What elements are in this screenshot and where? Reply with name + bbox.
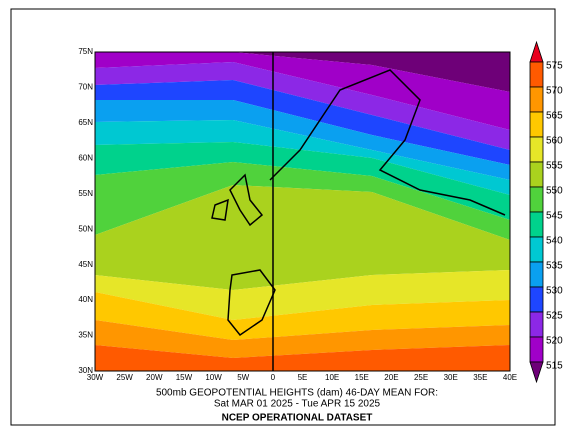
colorbar-label: 565 xyxy=(546,111,563,122)
contour-band xyxy=(95,62,510,150)
lon-label: 20E xyxy=(384,373,398,382)
lat-label: 60N xyxy=(78,153,93,162)
lat-label: 30N xyxy=(78,366,93,375)
lon-label: 25W xyxy=(116,373,133,382)
colorbar-segment xyxy=(529,161,544,188)
colorbar-label: 540 xyxy=(546,236,563,247)
lon-label: 40E xyxy=(503,373,517,382)
contour-band xyxy=(95,270,510,320)
colorbar-segment xyxy=(529,136,544,163)
contour-band xyxy=(95,100,510,180)
lon-label: 25E xyxy=(414,373,428,382)
lon-label: 30E xyxy=(444,373,458,382)
lat-label: 55N xyxy=(78,189,93,198)
contour-fill xyxy=(95,52,510,371)
colorbar-label: 545 xyxy=(546,211,563,222)
lon-label: 10E xyxy=(325,373,339,382)
colorbar-segment xyxy=(529,261,544,288)
colorbar-label: 575 xyxy=(546,61,563,72)
contour-band xyxy=(95,292,510,340)
contour-band xyxy=(95,52,510,130)
colorbar-segment xyxy=(529,111,544,138)
colorbar-label: 525 xyxy=(546,311,563,322)
lon-label: 30W xyxy=(87,373,104,382)
colorbar-arrow xyxy=(529,361,544,384)
lat-label: 50N xyxy=(78,224,93,233)
colorbar-segment xyxy=(529,211,544,238)
contour-band xyxy=(95,320,510,358)
colorbar-segment xyxy=(529,61,544,88)
contour-band xyxy=(95,142,510,220)
colorbar-label: 570 xyxy=(546,86,563,97)
colorbar-label: 530 xyxy=(546,286,563,297)
colorbar-segment xyxy=(529,86,544,113)
lon-label: 35E xyxy=(473,373,487,382)
colorbar-segment xyxy=(529,286,544,313)
lon-label: 10W xyxy=(205,373,222,382)
colorbar-label: 550 xyxy=(546,186,563,197)
contour-band xyxy=(95,80,510,165)
lon-label: 20W xyxy=(146,373,163,382)
colorbar-label: 515 xyxy=(546,361,563,372)
colorbar-segment xyxy=(529,186,544,213)
colorbar-segment xyxy=(529,336,544,363)
contour-band xyxy=(95,162,510,240)
colorbar-segment xyxy=(529,311,544,338)
lat-label: 70N xyxy=(78,83,93,92)
lat-label: 75N xyxy=(78,47,93,56)
lon-label: 5E xyxy=(298,373,308,382)
lat-label: 40N xyxy=(78,295,93,304)
lat-label: 45N xyxy=(78,260,93,269)
land-outline xyxy=(211,69,506,337)
lon-label: 5W xyxy=(237,373,249,382)
lon-label: 15W xyxy=(176,373,193,382)
caption-line: 500mb GEOPOTENTIAL HEIGHTS (dam) 46-DAY … xyxy=(156,388,438,399)
contour-band xyxy=(95,185,510,290)
colorbar-segment xyxy=(529,236,544,263)
colorbar-label: 520 xyxy=(546,336,563,347)
contour-band xyxy=(95,52,510,92)
contour-band xyxy=(95,120,510,195)
caption-line: Sat MAR 01 2025 - Tue APR 15 2025 xyxy=(214,399,381,410)
contour-band xyxy=(95,345,510,371)
map-border xyxy=(94,51,511,372)
lon-label: 0 xyxy=(271,373,276,382)
lat-label: 65N xyxy=(78,118,93,127)
colorbar-label: 555 xyxy=(546,161,563,172)
lon-label: 15E xyxy=(355,373,369,382)
caption-line: NCEP OPERATIONAL DATASET xyxy=(222,413,373,424)
colorbar-label: 535 xyxy=(546,261,563,272)
lat-label: 35N xyxy=(78,331,93,340)
colorbar-label: 560 xyxy=(546,136,563,147)
